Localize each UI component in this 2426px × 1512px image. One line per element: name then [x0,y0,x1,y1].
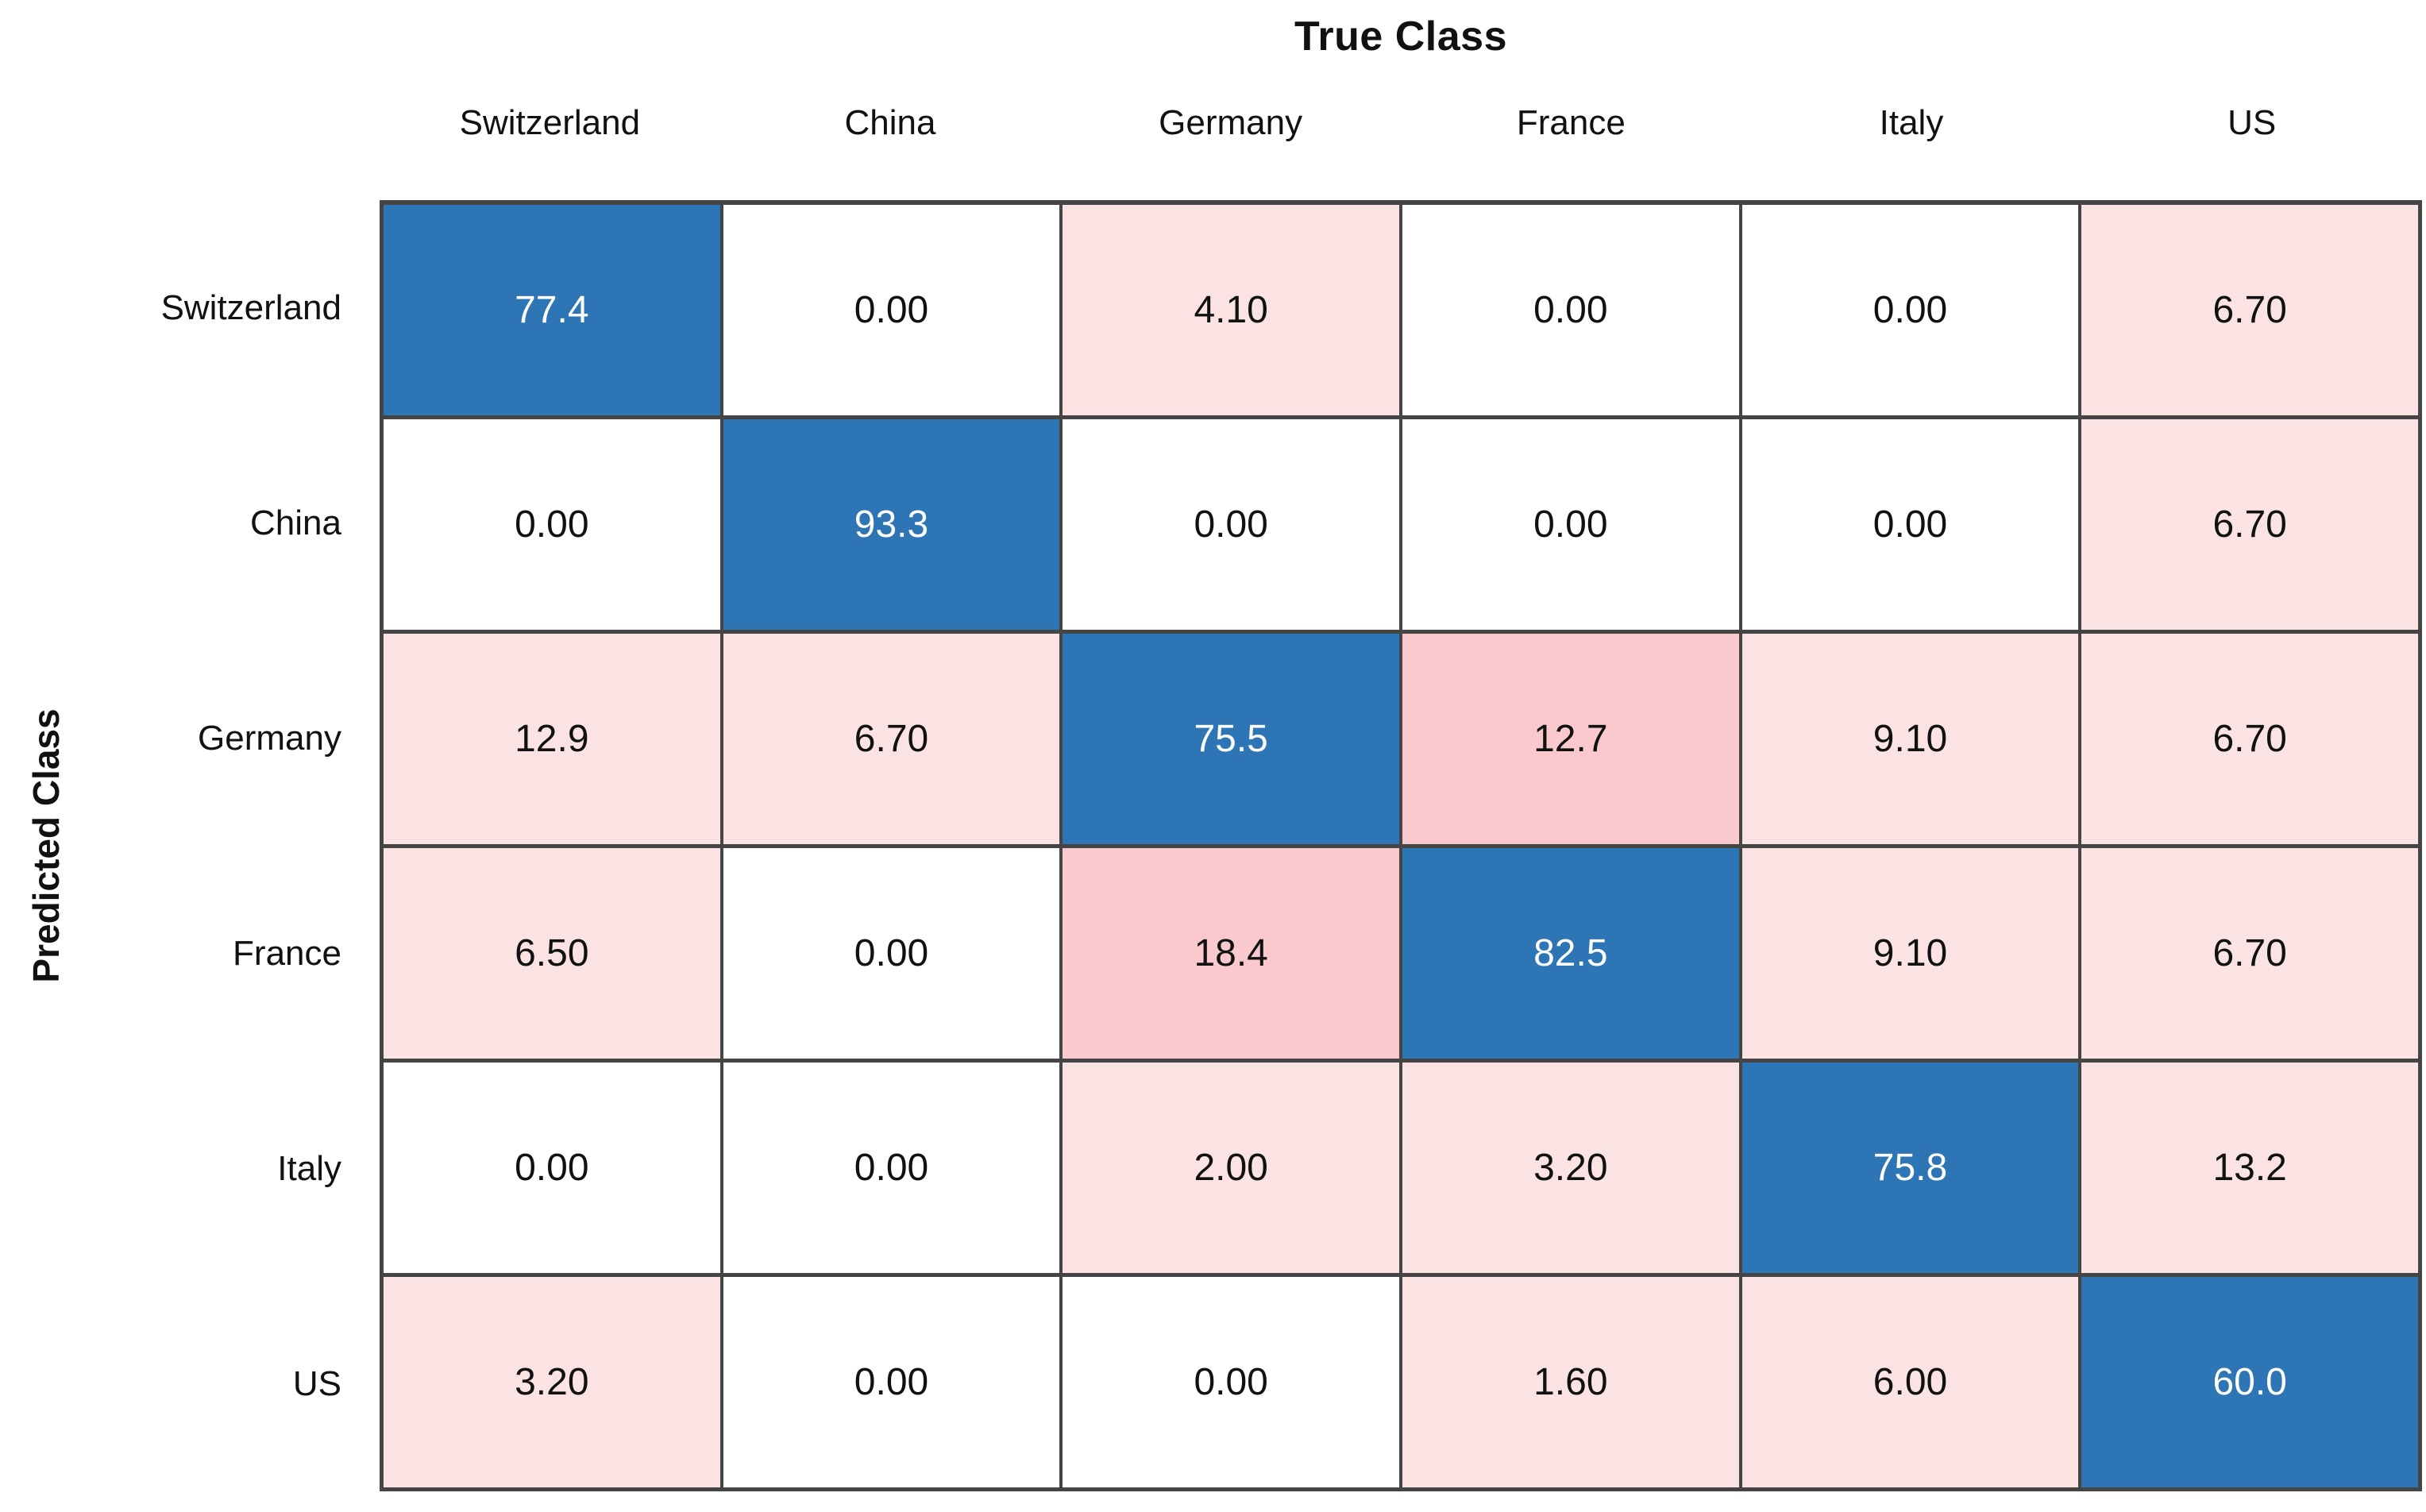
matrix-cell: 18.4 [1061,846,1401,1060]
matrix-cell: 0.00 [1400,417,1741,631]
matrix-cell: 6.70 [2080,631,2420,846]
matrix-cell: 3.20 [1400,1060,1741,1275]
matrix-cell: 0.00 [721,1060,1062,1275]
matrix-cell: 6.70 [2080,846,2420,1060]
matrix-cell: 75.5 [1061,631,1401,846]
matrix-cell: 12.7 [1400,631,1741,846]
matrix-cell: 9.10 [1740,846,2081,1060]
matrix-cell: 1.60 [1400,1275,1741,1489]
column-header: US [2227,103,2277,142]
column-header: France [1516,103,1626,142]
row-label: China [250,503,341,542]
matrix-cell: 93.3 [721,417,1062,631]
column-headers: Switzerland China Germany France Italy US [380,87,2422,159]
matrix-cell: 82.5 [1400,846,1741,1060]
matrix-cell: 0.00 [382,417,722,631]
matrix-cell: 0.00 [1400,202,1741,417]
row-label: France [233,933,341,973]
matrix-cell: 0.00 [382,1060,722,1275]
x-axis-title: True Class [1294,14,1508,60]
matrix-cell: 0.00 [1740,417,2081,631]
matrix-cell: 12.9 [382,631,722,846]
column-header: China [844,103,936,142]
row-label: US [292,1364,341,1403]
matrix-cell: 75.8 [1740,1060,2081,1275]
row-label: Italy [277,1148,341,1188]
matrix-cell: 3.20 [382,1275,722,1489]
matrix-cell: 0.00 [1061,1275,1401,1489]
matrix-cell: 60.0 [2080,1275,2420,1489]
matrix-cell: 6.00 [1740,1275,2081,1489]
matrix-cell: 77.4 [382,202,722,417]
matrix-cell: 0.00 [721,202,1062,417]
column-header: Germany [1159,103,1303,142]
matrix-cell: 6.50 [382,846,722,1060]
column-header: Italy [1879,103,1944,142]
column-header: Switzerland [459,103,641,142]
matrix-cell: 6.70 [2080,417,2420,631]
matrix-grid: 77.4 0.00 4.10 0.00 0.00 6.70 0.00 93.3 0.00 0.00… [380,200,2422,1491]
matrix-cell: 0.00 [1061,417,1401,631]
matrix-cell: 6.70 [2080,202,2420,417]
matrix-cell: 4.10 [1061,202,1401,417]
row-label: Germany [198,718,341,758]
matrix-cell: 13.2 [2080,1060,2420,1275]
matrix-cell: 0.00 [721,846,1062,1060]
matrix-cell: 0.00 [1740,202,2081,417]
matrix-cell: 0.00 [721,1275,1062,1489]
row-label: Switzerland [160,287,341,327]
matrix-cell: 9.10 [1740,631,2081,846]
matrix-cell: 2.00 [1061,1060,1401,1275]
row-labels: Switzerland China Germany France Italy US [0,200,359,1491]
matrix-cell: 6.70 [721,631,1062,846]
